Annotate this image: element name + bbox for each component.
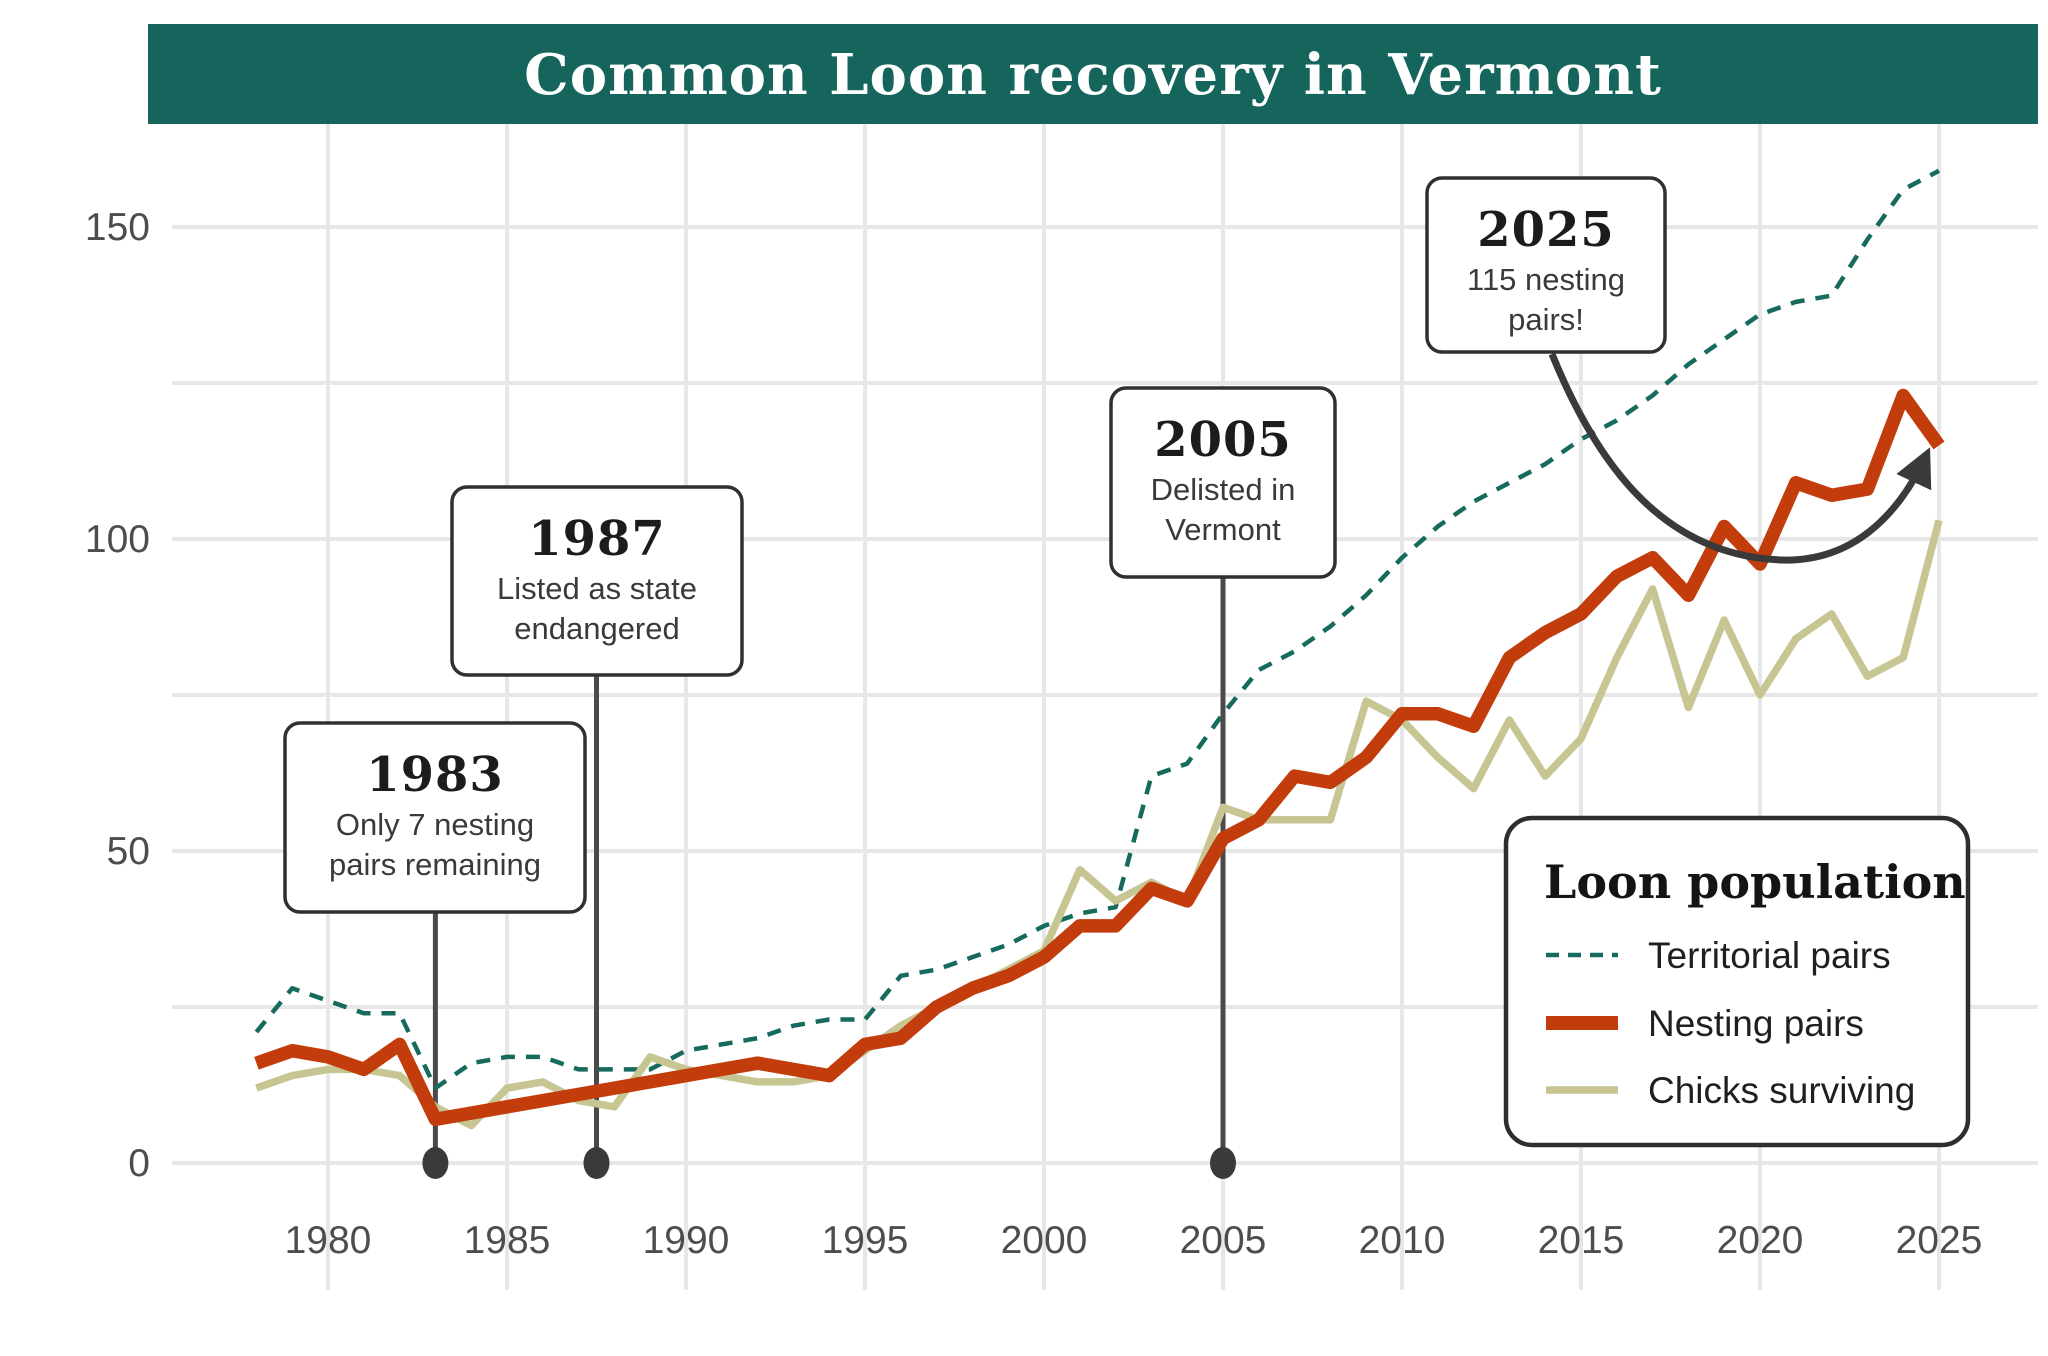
- annotation-year: 2025: [1477, 202, 1615, 258]
- page-title: Common Loon recovery in Vermont: [524, 42, 1662, 108]
- x-tick-label: 1995: [822, 1219, 909, 1262]
- series-line-chicks-surviving: [255, 519, 1943, 1130]
- y-tick-label: 100: [85, 518, 150, 561]
- x-tick-label: 1990: [643, 1219, 730, 1262]
- x-tick-label: 1980: [285, 1219, 372, 1262]
- series-line-territorial-pairs: [254, 168, 1941, 1091]
- x-tick-label: 2020: [1717, 1219, 1804, 1262]
- legend-title: Loon population: [1544, 855, 1966, 909]
- legend-background: [1503, 815, 1971, 1148]
- series-line-nesting-pairs: [254, 388, 1945, 1127]
- annotation-text-line: 115 nesting: [1467, 262, 1625, 297]
- annotation-text-line: Listed as state: [497, 571, 697, 606]
- event-dot-1983: [422, 1147, 449, 1179]
- title-bar: Common Loon recovery in Vermont: [148, 24, 2038, 124]
- x-tick-label: 2015: [1538, 1219, 1625, 1262]
- annotation-text-line: Delisted in: [1151, 472, 1296, 507]
- annotation-text-line: endangered: [514, 611, 680, 646]
- x-tick-label: 1985: [464, 1219, 551, 1262]
- legend-label-nesting-pairs: Nesting pairs: [1648, 1003, 1864, 1044]
- legend-box: Loon population Territorial pairs Nesting …: [1503, 815, 1971, 1148]
- annotation-year: 1987: [528, 511, 666, 567]
- annotation-box-1987: [450, 485, 744, 677]
- annotation-1987: 1987 Listed as state endangered: [450, 485, 744, 677]
- annotation-2005: 2005 Delisted in Vermont: [1109, 386, 1337, 579]
- annotation-text-line: Vermont: [1165, 512, 1281, 547]
- x-tick-label: 2025: [1896, 1219, 1983, 1262]
- annotation-year: 2005: [1154, 412, 1292, 468]
- event-marker-lines: [422, 571, 1236, 1179]
- annotation-1983: 1983 Only 7 nesting pairs remaining: [283, 721, 587, 914]
- annotation-box-1983: [283, 721, 587, 914]
- legend-label-territorial-pairs: Territorial pairs: [1648, 935, 1891, 976]
- title-bar-background: [148, 24, 2038, 124]
- x-tick-label: 2000: [1001, 1219, 1088, 1262]
- event-dot-2005: [1210, 1147, 1236, 1179]
- x-tick-label: 2010: [1359, 1219, 1446, 1262]
- legend-label-chicks-surviving: Chicks surviving: [1648, 1070, 1915, 1111]
- annotation-callouts: 1983 Only 7 nesting pairs remaining 1987 Lis…: [283, 176, 1667, 914]
- axis-tick-labels: 1980 1985 1990 1995 2000 2005 2010 2015 2020 2025…: [85, 206, 1982, 1262]
- event-dot-1987: [583, 1147, 610, 1179]
- y-tick-label: 50: [107, 830, 150, 873]
- annotation-text-line: pairs remaining: [329, 847, 541, 882]
- annotation-box-2005: [1109, 386, 1337, 579]
- annotation-text-line: Only 7 nesting: [336, 807, 534, 842]
- arrow-to-2025-point: [1548, 352, 1932, 564]
- data-series: [254, 168, 1945, 1130]
- annotation-arrow: [1548, 352, 1932, 564]
- x-tick-label: 2005: [1180, 1219, 1267, 1262]
- annotation-box-2025: [1425, 176, 1667, 354]
- annotation-year: 1983: [366, 747, 504, 803]
- y-tick-label: 150: [85, 206, 150, 249]
- annotation-2025: 2025 115 nesting pairs!: [1425, 176, 1667, 354]
- annotation-text-line: pairs!: [1508, 302, 1584, 337]
- y-tick-label: 0: [128, 1142, 150, 1185]
